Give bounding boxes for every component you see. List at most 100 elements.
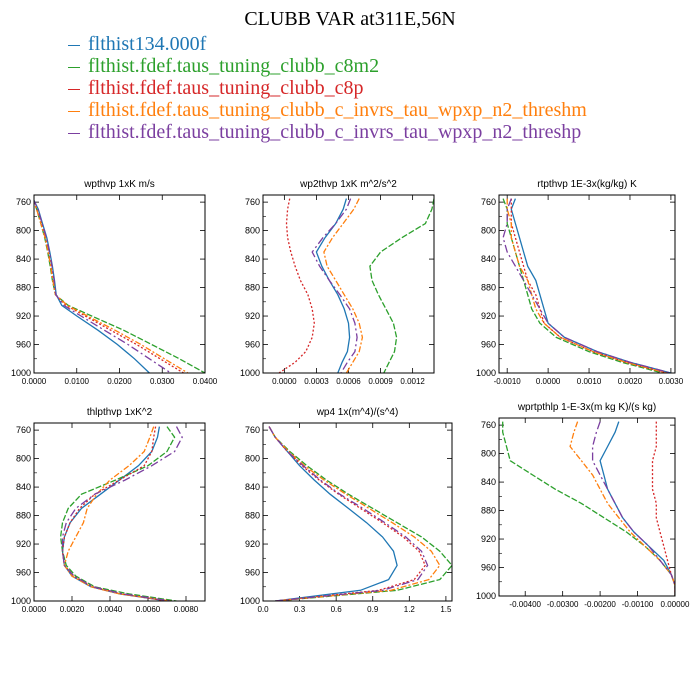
series-line-3 <box>651 421 675 596</box>
y-tick-label: 960 <box>16 568 31 578</box>
x-tick-label: 0.00000 <box>661 600 690 609</box>
x-tick-label: 0.9 <box>367 605 379 614</box>
panel-title: wpthvp 1xK m/s <box>83 179 155 190</box>
x-tick-label: -0.00200 <box>584 600 616 609</box>
x-tick-label: 1.2 <box>404 605 416 614</box>
series-line-5 <box>311 198 358 373</box>
x-tick-label: 0.3 <box>294 605 306 614</box>
series-line-1 <box>510 198 672 373</box>
y-tick-label: 800 <box>481 226 496 236</box>
x-tick-label: 0.0 <box>257 605 269 614</box>
panel-2: wp2thvp 1xK m^2/s^2 760 800 840 880 920 960 100… <box>240 179 435 386</box>
y-tick-label: 760 <box>245 425 260 435</box>
x-tick-label: 0.0006 <box>336 377 361 386</box>
panel-frame <box>498 194 676 374</box>
legend-label: flthist.fdef.taus_tuning_clubb_c8m2 <box>88 55 380 77</box>
x-tick-label: 0.6 <box>331 605 343 614</box>
y-tick-label: 960 <box>481 563 496 573</box>
legend-swatch <box>68 66 80 68</box>
x-tick-label: 0.0020 <box>618 377 643 386</box>
y-tick-label: 880 <box>481 506 496 516</box>
legend-entry: flthist134.000f <box>68 33 587 55</box>
y-tick-label: 760 <box>481 420 496 430</box>
series-line-5 <box>591 421 675 596</box>
series-line-4 <box>63 426 171 601</box>
legend-swatch <box>68 44 80 46</box>
series-line-2 <box>268 426 452 601</box>
legend-entry: flthist.fdef.taus_tuning_clubb_c8m2 <box>68 55 587 77</box>
legend-label: flthist.fdef.taus_tuning_clubb_c8p <box>88 77 364 99</box>
y-tick-label: 920 <box>16 539 31 549</box>
x-tick-label: -0.0010 <box>494 377 522 386</box>
panel-3: rtpthvp 1E-3x(kg/kg) K 760 800 840 880 920 960… <box>476 179 684 386</box>
y-tick-label: 800 <box>245 454 260 464</box>
panel-6: wprtpthlp 1-E-3x(m kg K)/(s kg) 760 800 840… <box>476 402 690 609</box>
y-tick-label: 960 <box>481 340 496 350</box>
figure-title: CLUBB VAR at311E,56N <box>244 8 456 30</box>
x-tick-label: 0.0080 <box>174 605 199 614</box>
series-line-4 <box>268 426 441 601</box>
series-line-4 <box>323 198 364 373</box>
y-tick-label: 840 <box>245 254 260 264</box>
x-tick-label: 0.0400 <box>193 377 218 386</box>
series-line-4 <box>569 421 675 596</box>
panel-title: wprtpthlp 1-E-3x(m kg K)/(s kg) <box>517 402 656 413</box>
y-tick-label: 880 <box>481 283 496 293</box>
x-tick-label: 0.0009 <box>368 377 393 386</box>
panel-title: wp4 1x(m^4)/(s^4) <box>316 407 399 418</box>
y-tick-label: 920 <box>16 311 31 321</box>
series-line-5 <box>61 426 183 601</box>
x-tick-label: 0.0040 <box>98 605 123 614</box>
x-tick-label: 0.0020 <box>60 605 85 614</box>
y-tick-label: 920 <box>245 539 260 549</box>
y-tick-label: 1000 <box>476 368 496 378</box>
y-tick-label: 960 <box>16 340 31 350</box>
x-tick-label: 0.0300 <box>150 377 175 386</box>
y-tick-label: 840 <box>16 254 31 264</box>
x-tick-label: 0.0000 <box>22 605 47 614</box>
y-tick-label: 840 <box>16 482 31 492</box>
y-tick-label: 1000 <box>476 591 496 601</box>
panel-frame <box>33 194 206 374</box>
panel-title: rtpthvp 1E-3x(kg/kg) K <box>537 179 637 190</box>
x-tick-label: 0.0100 <box>65 377 90 386</box>
y-tick-label: 800 <box>16 454 31 464</box>
y-tick-label: 800 <box>481 449 496 459</box>
series-line-3 <box>510 198 667 373</box>
legend-swatch <box>68 132 80 134</box>
y-tick-label: 840 <box>481 254 496 264</box>
y-tick-label: 880 <box>245 511 260 521</box>
y-tick-label: 1000 <box>240 596 260 606</box>
x-tick-label: -0.00300 <box>547 600 579 609</box>
y-tick-label: 920 <box>481 534 496 544</box>
panel-title: wp2thvp 1xK m^2/s^2 <box>299 179 397 190</box>
panel-5: wp4 1x(m^4)/(s^4)76080084088092096010000… <box>240 407 453 614</box>
x-tick-label: 0.0003 <box>304 377 329 386</box>
x-tick-label: 0.0200 <box>107 377 132 386</box>
y-tick-label: 800 <box>16 226 31 236</box>
y-tick-label: 960 <box>245 340 260 350</box>
y-tick-label: 880 <box>16 283 31 293</box>
y-tick-label: 760 <box>16 197 31 207</box>
y-tick-label: 960 <box>245 568 260 578</box>
legend-swatch <box>68 110 80 112</box>
series-line-5 <box>34 199 172 373</box>
series-line-4 <box>34 200 189 373</box>
series-line-1 <box>315 198 351 373</box>
legend-swatch <box>68 88 80 90</box>
y-tick-label: 920 <box>481 311 496 321</box>
y-tick-label: 760 <box>245 197 260 207</box>
x-tick-label: 0.0030 <box>659 377 684 386</box>
series-line-3 <box>268 426 426 601</box>
x-tick-label: 0.0012 <box>400 377 425 386</box>
legend-label: flthist.fdef.taus_tuning_clubb_c_invrs_t… <box>88 99 587 121</box>
y-tick-label: 880 <box>16 511 31 521</box>
series-line-4 <box>506 198 667 373</box>
legend-entry: flthist.fdef.taus_tuning_clubb_c_invrs_t… <box>68 121 587 143</box>
x-tick-label: 0.0000 <box>272 377 297 386</box>
y-tick-label: 1000 <box>240 368 260 378</box>
y-tick-label: 800 <box>245 226 260 236</box>
x-tick-label: 1.5 <box>440 605 452 614</box>
x-tick-label: -0.00400 <box>509 600 541 609</box>
panel-4: thlpthvp 1xK^276080084088092096010000.00… <box>11 407 206 614</box>
